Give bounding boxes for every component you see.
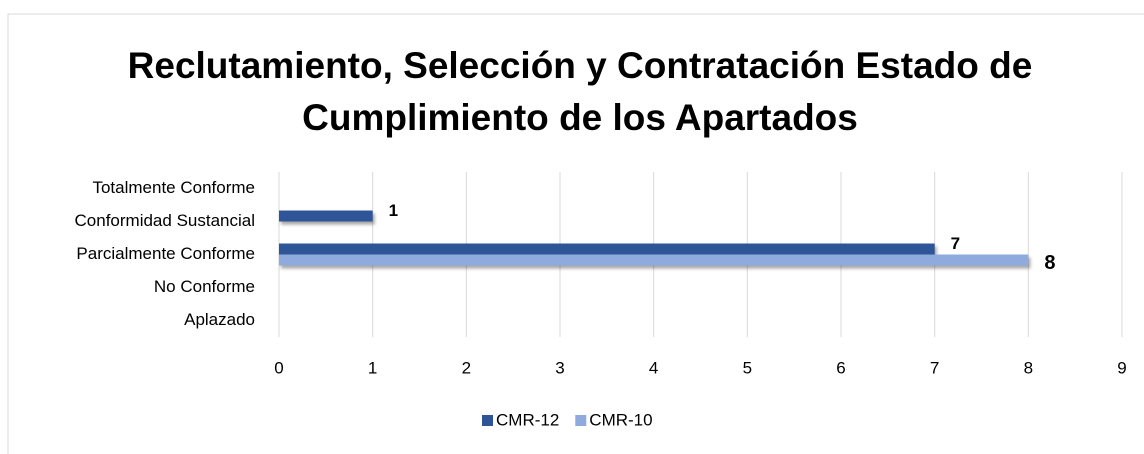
x-tick-label: 1 <box>368 358 377 377</box>
chart-frame <box>7 13 1144 454</box>
x-tick-label: 5 <box>743 358 752 377</box>
x-tick-label: 7 <box>930 358 939 377</box>
legend-swatch <box>482 415 493 426</box>
data-label: 1 <box>389 201 398 220</box>
legend-label: CMR-12 <box>496 410 559 429</box>
data-label: 7 <box>951 234 960 253</box>
x-tick-label: 8 <box>1024 358 1033 377</box>
bar <box>279 210 373 222</box>
bar <box>279 254 1029 266</box>
x-tick-label: 9 <box>1117 358 1126 377</box>
legend-swatch <box>575 415 587 426</box>
x-tick-label: 4 <box>649 358 658 377</box>
y-tick-label: Conformidad Sustancial <box>75 211 255 230</box>
x-tick-label: 2 <box>462 358 471 377</box>
chart-title: Reclutamiento, Selección y Contratación … <box>127 45 1033 138</box>
y-tick-label: Totalmente Conforme <box>92 178 255 197</box>
x-tick-label: 6 <box>836 358 845 377</box>
y-tick-label: No Conforme <box>154 277 255 296</box>
bar <box>279 243 935 255</box>
legend-label: CMR-10 <box>589 410 652 429</box>
data-label: 8 <box>1044 252 1055 274</box>
x-tick-label: 3 <box>555 358 564 377</box>
y-tick-label: Parcialmente Conforme <box>76 244 255 263</box>
y-tick-label: Aplazado <box>184 310 255 329</box>
x-tick-label: 0 <box>274 358 283 377</box>
